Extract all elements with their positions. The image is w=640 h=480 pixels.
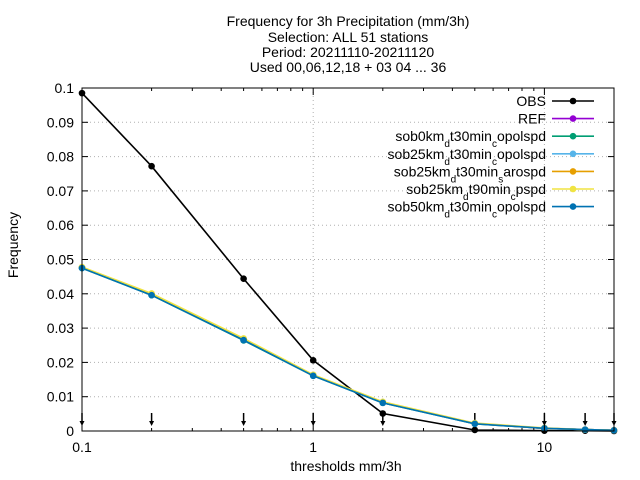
legend-label: sob25kmdt90mincpspd (406, 181, 546, 203)
x-tick-label: 0.1 (72, 439, 92, 455)
series-line-5 (81, 266, 615, 432)
y-tick-label: 0.03 (47, 320, 74, 336)
x-tick-label: 10 (537, 439, 553, 455)
threshold-marker-head (241, 421, 247, 426)
axis-ticks: 0 0.01 0.02 0.03 0.04 0.05 0.06 0.07 0.08 0.09 0.1… (47, 80, 615, 455)
series-point (581, 426, 589, 433)
series-point (148, 162, 155, 170)
legend-label: REF (518, 111, 546, 127)
y-tick-label: 0.07 (47, 183, 74, 199)
threshold-marker-head (541, 421, 547, 426)
series-point (379, 410, 387, 417)
series-point (309, 372, 317, 380)
threshold-marker-head (310, 421, 316, 426)
title-line-2: Selection: ALL 51 stations (268, 29, 429, 45)
legend-swatch-point (569, 132, 577, 140)
series-line-6 (81, 267, 615, 432)
series-point (471, 420, 479, 428)
legend-swatch-point (569, 97, 577, 105)
series-point (379, 399, 387, 407)
threshold-marker-head (582, 421, 588, 426)
x-tick-label: 1 (309, 439, 317, 455)
threshold-markers (79, 413, 617, 426)
y-tick-label: 0.08 (47, 149, 74, 165)
threshold-marker-head (380, 421, 386, 426)
legend-label: sob50kmdt30mincopolspd (388, 199, 546, 221)
y-tick-label: 0.06 (47, 217, 74, 233)
legend-swatch-point (569, 185, 577, 193)
title-line-3: Period: 20211110-20211120 (262, 44, 435, 60)
y-tick-label: 0.1 (55, 80, 75, 96)
series-line-4 (81, 266, 615, 432)
legend-label: sob25kmdt30minsarospd (394, 163, 546, 185)
legend-swatch-point (569, 203, 577, 210)
legend: OBSREFsob0kmdt30mincopolspdsob25kmdt30mi… (388, 93, 594, 220)
series-line-2 (81, 267, 615, 432)
series-point (309, 357, 317, 364)
legend-label: sob25kmdt30mincopolspd (388, 146, 546, 168)
grid (82, 88, 614, 431)
series-point (148, 291, 155, 299)
title-line-4: Used 00,06,12,18 + 03 04 ... 36 (250, 59, 447, 75)
legend-label: OBS (516, 93, 546, 109)
series-point (240, 336, 247, 344)
threshold-marker-head (149, 421, 155, 426)
x-axis-label: thresholds mm/3h (290, 458, 401, 474)
y-tick-label: 0.04 (47, 286, 74, 302)
title-line-1: Frequency for 3h Precipitation (mm/3h) (227, 13, 470, 29)
y-tick-label: 0.05 (47, 252, 74, 268)
y-tick-label: 0.02 (47, 354, 74, 370)
series-line-1 (81, 266, 615, 432)
legend-swatch-point (569, 150, 577, 158)
series-point (240, 275, 247, 283)
y-tick-label: 0.01 (47, 389, 74, 405)
legend-swatch-point (569, 168, 577, 175)
y-axis-label: Frequency (5, 212, 21, 278)
legend-swatch-point (569, 115, 577, 122)
y-tick-label: 0.09 (47, 114, 74, 130)
chart-title: Frequency for 3h Precipitation (mm/3h) S… (227, 13, 470, 75)
series (78, 89, 618, 435)
legend-label: sob0kmdt30mincopolspd (395, 128, 546, 150)
y-tick-label: 0 (66, 423, 74, 439)
series-line-3 (81, 266, 615, 432)
